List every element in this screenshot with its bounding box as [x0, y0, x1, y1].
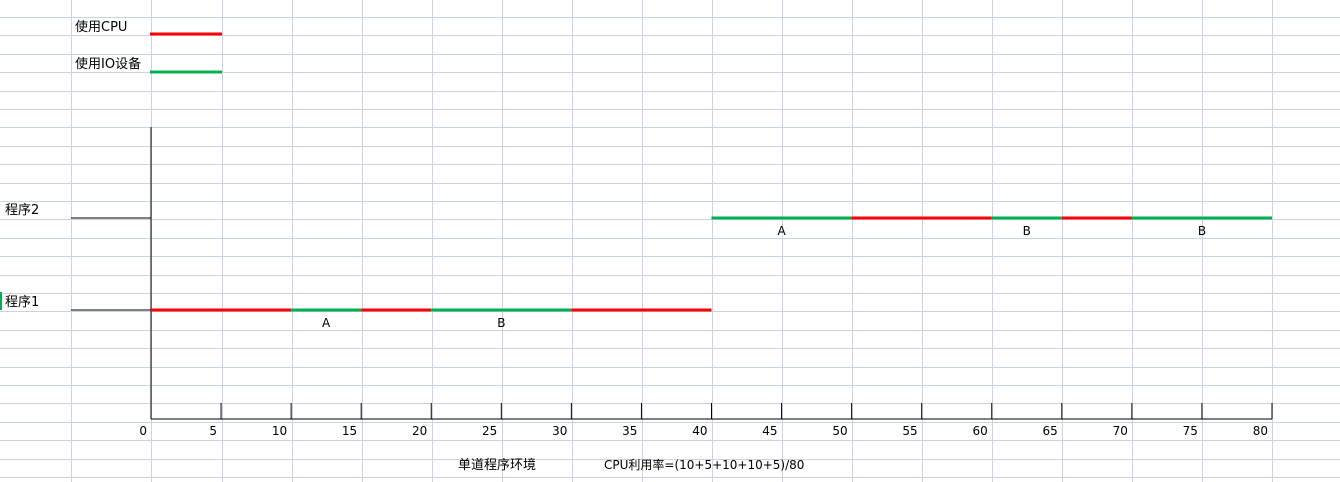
segment-label: B — [1198, 224, 1206, 238]
cell-selection-marker — [0, 292, 2, 310]
segment-label: A — [777, 224, 786, 238]
x-tick-label: 75 — [1183, 424, 1198, 438]
legend: 使用CPU 使用IO设备 — [75, 19, 222, 74]
footer-title: 单道程序环境 — [458, 458, 536, 473]
legend-cpu-label: 使用CPU — [75, 19, 127, 35]
x-tick-label: 0 — [139, 424, 147, 438]
x-axis-ticks: 0 5 10 15 20 25 30 35 40 45 50 55 60 65 70 75 80 — [139, 403, 1273, 438]
x-tick-label: 10 — [272, 424, 287, 438]
footer-formula: CPU利用率=(10+5+10+10+5)/80 — [604, 457, 804, 472]
x-tick-label: 45 — [762, 424, 777, 438]
x-tick-label: 25 — [482, 424, 497, 438]
x-tick-label: 30 — [552, 424, 567, 438]
timeline-segments: A B A B B — [151, 216, 1272, 330]
row-label-program2: 程序2 — [5, 203, 39, 218]
x-tick-label: 40 — [692, 424, 707, 438]
row-label-program1: 程序1 — [5, 295, 39, 310]
legend-io-label: 使用IO设备 — [75, 56, 141, 72]
x-tick-label: 15 — [342, 424, 357, 438]
x-tick-label: 5 — [209, 424, 217, 438]
x-tick-label: 50 — [832, 424, 847, 438]
segment-label: B — [1023, 224, 1031, 238]
x-tick-label: 60 — [972, 424, 987, 438]
x-tick-label: 20 — [412, 424, 427, 438]
segment-label: A — [322, 316, 331, 330]
x-tick-label: 65 — [1043, 424, 1058, 438]
x-tick-label: 70 — [1113, 424, 1128, 438]
x-tick-label: 35 — [622, 424, 637, 438]
x-tick-label: 80 — [1253, 424, 1268, 438]
x-tick-label: 55 — [902, 424, 917, 438]
segment-label: B — [497, 316, 505, 330]
